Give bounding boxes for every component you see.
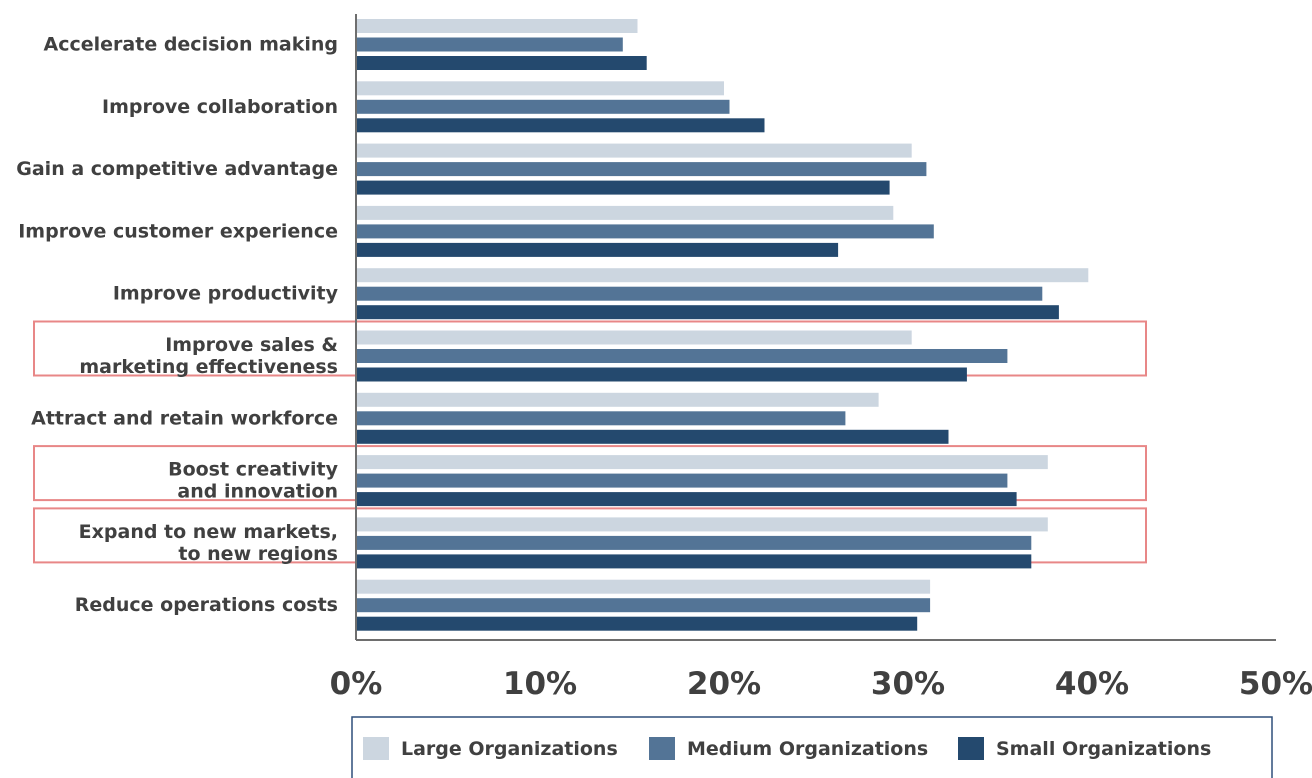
category-label: Improve productivity [113,283,339,305]
bar [356,535,1032,550]
bar [356,429,949,444]
bar [356,162,927,177]
category-label: Boost creativity [168,459,339,481]
legend-label: Medium Organizations [687,738,928,760]
bar [356,19,638,33]
bar [356,455,1048,470]
bar [356,392,879,407]
bar [356,118,765,133]
category-label: Expand to new markets, [79,521,338,543]
category-label: marketing effectiveness [79,356,338,378]
legend-label: Large Organizations [401,738,618,760]
legend-swatch [363,737,389,760]
category-label: Reduce operations costs [75,594,338,616]
bar [356,616,918,631]
x-tick-label: 30% [871,666,945,702]
bar [356,286,1043,301]
category-label: Accelerate decision making [44,34,338,56]
bar [356,56,647,70]
bar [356,268,1089,283]
bar [356,143,912,158]
category-label: and innovation [177,481,338,503]
bar [356,492,1017,507]
x-tick-label: 10% [503,666,577,702]
bar [356,473,1008,488]
x-tick-label: 50% [1239,666,1312,702]
category-label: to new regions [178,543,338,565]
legend-swatch [958,737,984,760]
bar [356,554,1032,569]
bar [356,517,1048,532]
x-tick-label: 20% [687,666,761,702]
bar [356,579,931,594]
legend-frame [351,716,1273,778]
bar [356,99,730,114]
bar [356,305,1059,320]
bar [356,367,967,382]
bar [356,598,931,613]
category-label: Attract and retain workforce [31,407,338,429]
bar [356,224,934,239]
bar [356,349,1008,363]
category-label: Improve customer experience [18,220,338,242]
bar [356,242,839,257]
category-labels: Accelerate decision making Improve collab… [16,34,338,617]
legend: Large Organizations Medium Organizations S… [351,716,1273,778]
bars [356,19,1089,631]
bar [356,205,894,220]
bar [356,411,846,426]
category-label: Gain a competitive advantage [16,158,338,180]
bar [356,81,724,96]
bar [356,180,890,195]
x-tick-label: 0% [330,666,383,702]
x-tick-labels: 0% 10% 20% 30% 40% 50% [330,666,1312,702]
category-label: Improve collaboration [102,96,338,118]
category-label: Improve sales & [165,334,338,356]
x-tick-label: 40% [1055,666,1129,702]
bar [356,330,912,345]
legend-swatch [649,737,675,760]
axes [355,14,1276,641]
legend-label: Small Organizations [996,738,1211,760]
bar [356,37,623,52]
